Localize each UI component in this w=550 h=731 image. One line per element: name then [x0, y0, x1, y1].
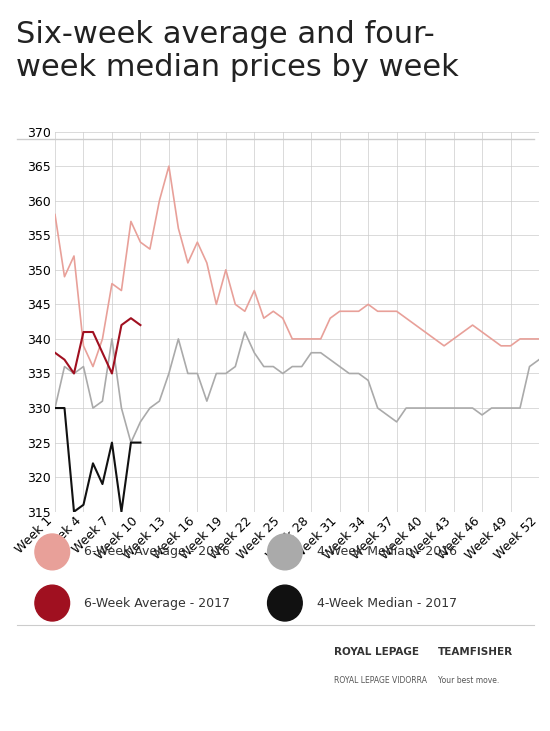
Text: 6-Week Average - 2017: 6-Week Average - 2017	[85, 596, 230, 610]
Text: Your best move.: Your best move.	[438, 676, 499, 686]
Text: 6-Week Average - 2016: 6-Week Average - 2016	[85, 545, 230, 558]
Text: ROYAL LEPAGE VIDORRA: ROYAL LEPAGE VIDORRA	[334, 676, 427, 686]
Text: 4-Week Median - 2017: 4-Week Median - 2017	[317, 596, 457, 610]
Text: ROYAL LEPAGE: ROYAL LEPAGE	[334, 648, 420, 657]
Text: Six-week average and four-
week median prices by week: Six-week average and four- week median p…	[16, 20, 459, 83]
Ellipse shape	[35, 585, 69, 621]
Ellipse shape	[35, 534, 69, 570]
Ellipse shape	[268, 534, 302, 570]
Text: TEAMFISHER: TEAMFISHER	[438, 648, 514, 657]
Text: 4-Week Median - 2016: 4-Week Median - 2016	[317, 545, 457, 558]
Ellipse shape	[268, 585, 302, 621]
